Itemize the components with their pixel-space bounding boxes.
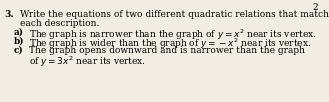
Text: c): c)	[14, 46, 24, 55]
Text: 2: 2	[312, 3, 318, 12]
Text: each description.: each description.	[20, 19, 99, 28]
Text: a): a)	[14, 28, 24, 37]
Text: of $y = 3x^2$ near its vertex.: of $y = 3x^2$ near its vertex.	[29, 55, 146, 69]
Text: The graph opens downward and is narrower than the graph: The graph opens downward and is narrower…	[29, 46, 305, 55]
Text: The graph is wider than the graph of $y = -x^2$ near its vertex.: The graph is wider than the graph of $y …	[29, 37, 311, 51]
Text: The graph is narrower than the graph of $y = x^2$ near its vertex.: The graph is narrower than the graph of …	[29, 28, 317, 42]
Text: Write the equations of two different quadratic relations that match: Write the equations of two different qua…	[20, 10, 329, 19]
Text: b): b)	[14, 37, 24, 46]
Text: 3.: 3.	[4, 10, 13, 19]
